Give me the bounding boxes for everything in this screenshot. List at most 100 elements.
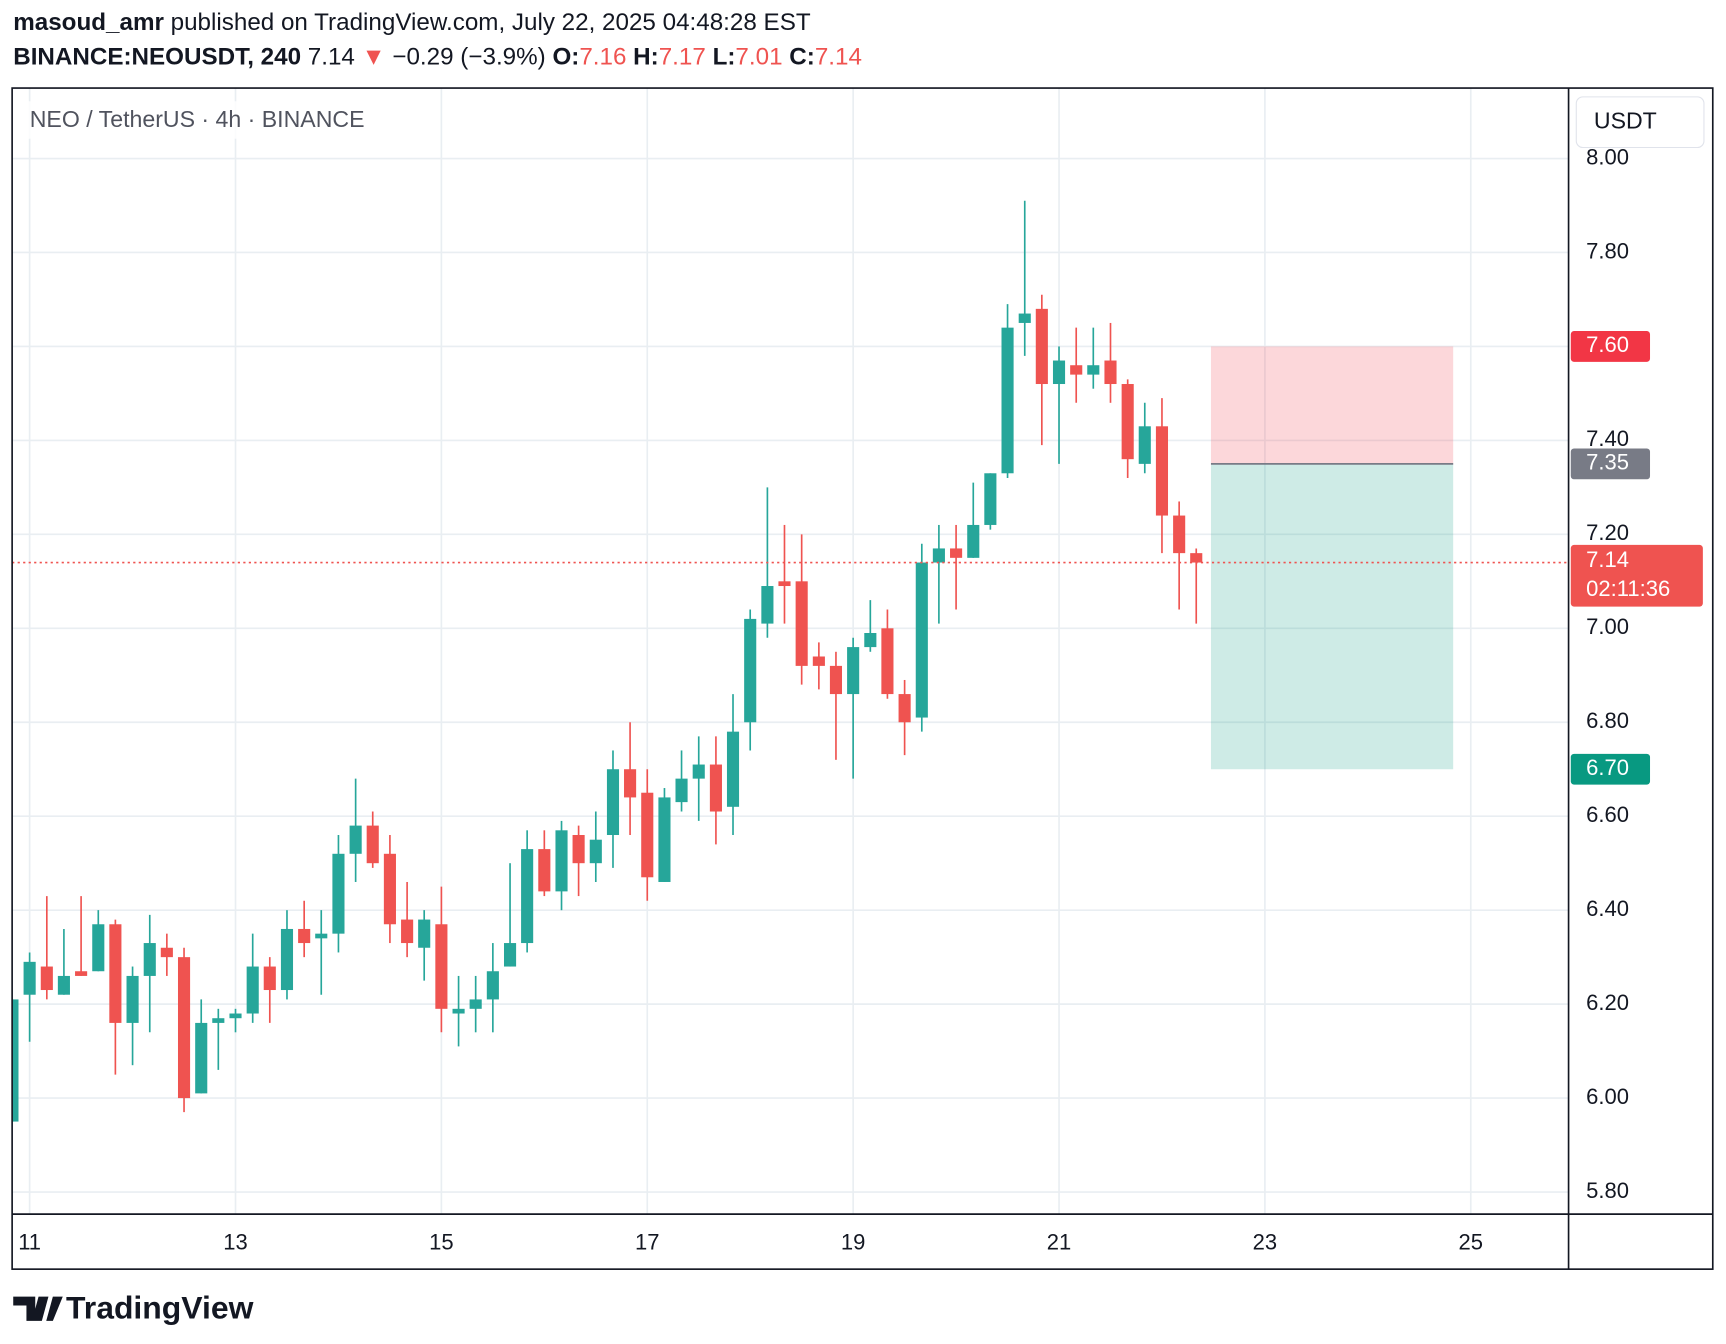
y-tick-label: 5.80 bbox=[1586, 1178, 1629, 1203]
candle-body bbox=[589, 839, 602, 864]
low: 7.01 bbox=[735, 44, 782, 71]
candle-body bbox=[92, 924, 105, 972]
candle-body bbox=[624, 769, 637, 798]
logo-icon bbox=[13, 1296, 63, 1321]
candle-body bbox=[572, 835, 585, 864]
candle-body bbox=[1155, 426, 1169, 516]
candle-body bbox=[967, 524, 980, 558]
candle-body bbox=[795, 581, 808, 666]
high-label: H: bbox=[633, 44, 659, 71]
close-label: C: bbox=[789, 44, 815, 71]
candle-body bbox=[932, 548, 945, 563]
candle-body bbox=[418, 919, 431, 948]
candle-body bbox=[177, 957, 191, 1099]
candle-body bbox=[503, 943, 517, 967]
candle-body bbox=[1173, 515, 1186, 554]
candle-body bbox=[709, 764, 722, 812]
x-tick-label: 13 bbox=[223, 1230, 247, 1255]
candle-body bbox=[315, 933, 328, 939]
candle-body bbox=[57, 975, 70, 995]
candle-body bbox=[280, 928, 294, 991]
brand: TradingView bbox=[66, 1289, 254, 1325]
target-label-bg bbox=[1570, 753, 1651, 785]
candle-body bbox=[349, 825, 362, 854]
low-label: L: bbox=[713, 44, 736, 71]
candle-body bbox=[881, 628, 894, 695]
candle-body bbox=[109, 924, 122, 1023]
y-tick-label: 6.40 bbox=[1586, 896, 1629, 921]
candle-body bbox=[692, 764, 705, 779]
y-tick-label: 7.80 bbox=[1586, 238, 1629, 263]
logo: TradingView bbox=[13, 1289, 254, 1325]
x-tick-label: 11 bbox=[18, 1230, 41, 1255]
change: −0.29 (−3.9%) bbox=[392, 44, 545, 71]
x-tick-label: 19 bbox=[841, 1230, 865, 1255]
candle-body bbox=[486, 971, 499, 1000]
candle-body bbox=[915, 562, 928, 718]
target-zone bbox=[1210, 463, 1454, 770]
currency[interactable]: USDT bbox=[1594, 107, 1657, 133]
currency-button[interactable] bbox=[1575, 96, 1705, 149]
candle-body bbox=[1070, 365, 1083, 375]
frame bbox=[11, 87, 1714, 1270]
candle-body bbox=[778, 581, 791, 587]
candle-body bbox=[864, 632, 877, 648]
candle-body bbox=[195, 1022, 208, 1094]
candle-body bbox=[1018, 313, 1031, 323]
candle-body bbox=[606, 769, 620, 836]
candle-body bbox=[469, 999, 482, 1009]
target-label: 6.70 bbox=[1586, 755, 1629, 780]
candle-body bbox=[744, 618, 757, 723]
arrow: ▼ bbox=[362, 44, 386, 71]
plot bbox=[12, 88, 1569, 1215]
candle-body bbox=[143, 943, 156, 976]
x-tick-label: 23 bbox=[1253, 1230, 1277, 1255]
candle-body bbox=[658, 797, 671, 882]
entry-label: 7.35 bbox=[1586, 450, 1629, 475]
published: published on TradingView.com, July 22, 2… bbox=[171, 10, 811, 37]
candle-body bbox=[538, 849, 551, 892]
stop-zone bbox=[1210, 346, 1454, 464]
candle-body bbox=[23, 961, 36, 995]
candle-body bbox=[12, 999, 19, 1122]
entry-label-bg bbox=[1570, 448, 1651, 480]
x-tick-label: 17 bbox=[635, 1230, 659, 1255]
candle-body bbox=[263, 966, 276, 991]
y-tick-label: 6.00 bbox=[1586, 1084, 1629, 1109]
y-tick-label: 7.40 bbox=[1586, 426, 1629, 451]
last-price-label: 7.14 bbox=[1586, 547, 1629, 572]
candle-body bbox=[40, 966, 53, 991]
candle-body bbox=[229, 1013, 242, 1019]
candle-body bbox=[521, 849, 534, 944]
candle-body bbox=[1001, 327, 1014, 474]
header-line-1: masoud_amr published on TradingView.com,… bbox=[13, 10, 811, 37]
header-line-2: BINANCE:NEOUSDT, 240 7.14 ▼ −0.29 (−3.9%… bbox=[13, 44, 862, 71]
candle-body bbox=[726, 731, 740, 807]
candle-body bbox=[641, 792, 654, 878]
candle-body bbox=[847, 647, 860, 695]
candle-body bbox=[675, 778, 688, 803]
last: 7.14 bbox=[308, 44, 355, 71]
candle-body bbox=[1035, 308, 1048, 385]
y-tick-label: 6.20 bbox=[1586, 990, 1629, 1015]
candle-body bbox=[555, 830, 568, 892]
candle-body bbox=[829, 665, 843, 695]
candle-body bbox=[898, 694, 911, 723]
legend-bg bbox=[19, 101, 395, 139]
last-price-bg bbox=[1570, 544, 1703, 607]
stop-label-bg bbox=[1570, 331, 1651, 362]
candle-body bbox=[435, 924, 448, 1009]
candle-body bbox=[452, 1008, 465, 1014]
candle-body bbox=[1052, 360, 1066, 385]
stop-label: 7.60 bbox=[1586, 332, 1629, 357]
candle-body bbox=[298, 928, 311, 944]
close: 7.14 bbox=[815, 44, 862, 71]
author: masoud_amr bbox=[13, 10, 164, 37]
candle-body bbox=[1138, 426, 1151, 464]
y-tick-label: 7.20 bbox=[1586, 520, 1629, 545]
candle-body bbox=[1104, 360, 1117, 385]
x-tick-label: 21 bbox=[1047, 1230, 1071, 1255]
candle-body bbox=[332, 853, 345, 934]
symbol: BINANCE:NEOUSDT, 240 bbox=[13, 44, 301, 71]
